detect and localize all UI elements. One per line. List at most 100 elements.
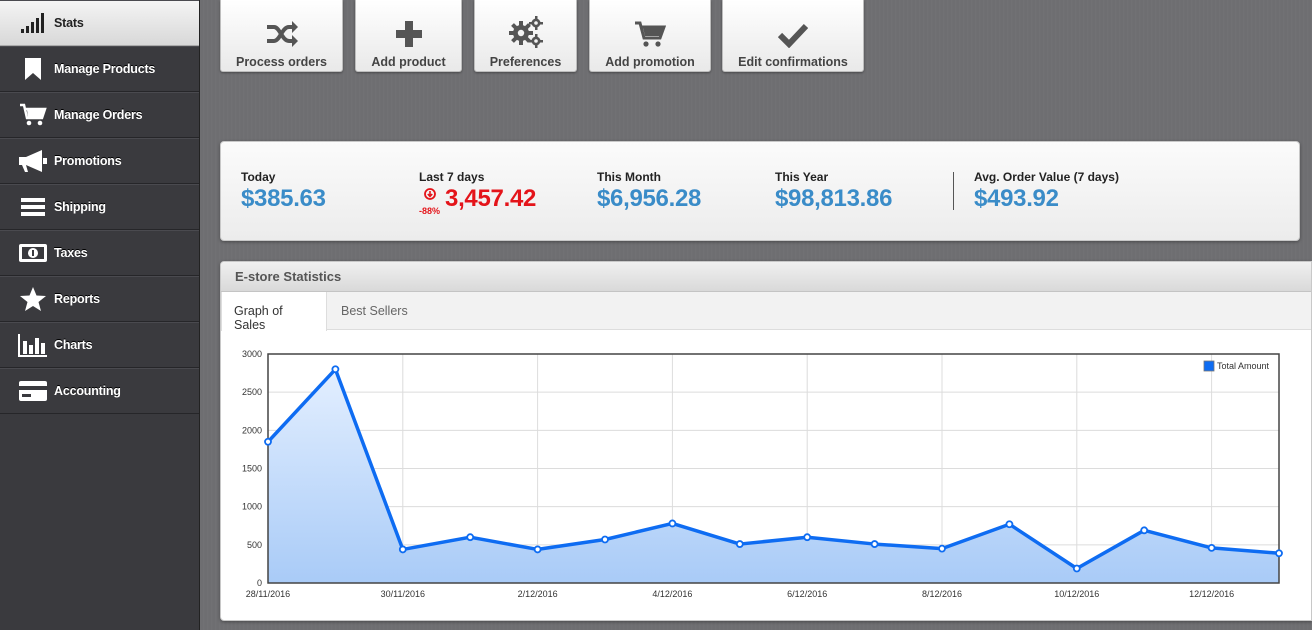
estore-statistics-panel: E-store Statistics Graph of Sales Best S… [220,261,1312,621]
legend-label: Total Amount [1217,361,1270,371]
sales-chart-svg: 0 500 1000 1500 2000 2500 3000 28/11/2016 30/11/… [242,349,1283,599]
series-area [268,369,1279,583]
arrow-down-circle-icon [423,188,436,200]
stat-today: Today $385.63 [241,170,326,213]
shuffle-icon [265,8,299,48]
sidebar-item-shipping[interactable]: Shipping [0,184,199,230]
x-tick-label: 2/12/2016 [518,589,558,599]
button-label: Preferences [489,55,562,69]
sidebar-item-label: Promotions [54,154,122,168]
trend-percent: -88% [419,206,441,216]
x-tick-label: 10/12/2016 [1054,589,1099,599]
cart-icon [634,8,666,48]
data-point [870,540,879,548]
data-point [735,540,744,548]
data-point [1072,564,1081,573]
stat-value: $6,956.28 [597,185,702,212]
sidebar-item-taxes[interactable]: Taxes [0,230,199,276]
x-tick-label: 8/12/2016 [922,589,962,599]
stat-label: This Month [597,170,661,184]
panel-title: E-store Statistics [221,262,1311,292]
data-point [1140,526,1149,535]
sidebar-item-charts[interactable]: Charts [0,322,199,368]
button-label: Add promotion [605,55,695,69]
data-point [264,437,272,446]
megaphone-icon [18,148,48,174]
sidebar-item-manage-orders[interactable]: Manage Orders [0,92,199,138]
stat-this-month: This Month $6,956.28 [597,170,701,213]
list-icon [18,194,48,220]
stat-value: 3,457.42 [445,185,537,212]
y-tick-label: 1500 [242,464,262,474]
tab-graph-of-sales[interactable]: Graph of Sales [221,292,327,332]
y-tick-label: 2000 [242,425,262,435]
x-tick-label: 30/11/2016 [381,589,425,599]
series-line-total-amount [266,367,1280,571]
tab-best-sellers[interactable]: Best Sellers [341,304,408,318]
stat-avg-order-value: Avg. Order Value (7 days) $493.92 [974,170,1119,213]
sidebar-item-accounting[interactable]: Accounting [0,368,199,414]
x-tick-label: 6/12/2016 [787,589,827,599]
data-point [668,519,677,528]
data-point [1207,543,1216,552]
sidebar-item-label: Accounting [54,384,121,398]
y-tick-label: 2500 [242,387,262,397]
stat-label: This Year [775,170,829,184]
sidebar-item-label: Manage Products [54,62,156,76]
data-point [466,533,475,542]
sidebar-item-label: Shipping [54,200,106,214]
cart-icon [18,102,48,128]
sidebar-item-label: Charts [54,338,93,352]
star-icon [18,286,48,312]
data-point [1005,520,1014,529]
data-point [398,545,407,554]
sidebar-item-promotions[interactable]: Promotions [0,138,199,184]
add-product-button[interactable]: Add product [355,0,462,72]
x-tick-label: 12/12/2016 [1189,589,1234,599]
data-point [803,533,812,542]
sidebar: Stats Manage Products Manage Orders Prom… [0,0,200,630]
signal-bars-icon [18,10,48,36]
bar-chart-icon [18,332,48,358]
stats-divider [953,172,954,210]
check-icon [778,8,808,48]
button-label: Process orders [235,55,328,69]
stat-last-7-days: Last 7 days -88% 3,457.42 [419,170,536,216]
sidebar-item-label: Reports [54,292,100,306]
bookmark-icon [18,56,48,82]
stat-value: $98,813.86 [775,185,893,212]
stat-value: $385.63 [241,185,326,212]
y-tick-label: 0 [257,578,262,588]
tab-bar: Graph of Sales Best Sellers [221,292,1311,332]
plot-frame [267,353,1280,584]
data-point [938,544,946,553]
sidebar-item-label: Stats [54,16,84,30]
y-tick-label: 3000 [242,349,262,359]
banknote-icon [18,240,48,266]
stats-summary-panel: Today $385.63 Last 7 days -88% 3,457.42 … [220,141,1300,241]
add-promotion-button[interactable]: Add promotion [589,0,711,72]
sidebar-item-reports[interactable]: Reports [0,276,199,322]
credit-card-icon [18,378,48,404]
trend-indicator: -88% [419,187,440,216]
preferences-button[interactable]: Preferences [474,0,577,72]
data-point [331,365,340,374]
stat-this-year: This Year $98,813.86 [775,170,892,213]
y-tick-label: 500 [247,540,262,550]
stat-value: $493.92 [974,185,1059,212]
x-tick-label: 28/11/2016 [246,589,290,599]
legend-swatch [1203,360,1215,372]
stat-label: Last 7 days [419,170,485,184]
y-tick-label: 1000 [242,502,262,512]
sales-chart: 0 500 1000 1500 2000 2500 3000 28/11/2016 30/11/… [221,330,1311,620]
edit-confirmations-button[interactable]: Edit confirmations [722,0,864,72]
sidebar-item-stats[interactable]: Stats [0,0,199,46]
gears-icon [508,8,544,48]
sidebar-item-manage-products[interactable]: Manage Products [0,46,199,92]
plus-icon [395,8,423,48]
data-point [601,535,609,544]
data-point [533,545,542,554]
stat-label: Today [241,170,276,184]
sidebar-item-label: Manage Orders [54,108,143,122]
process-orders-button[interactable]: Process orders [220,0,343,72]
